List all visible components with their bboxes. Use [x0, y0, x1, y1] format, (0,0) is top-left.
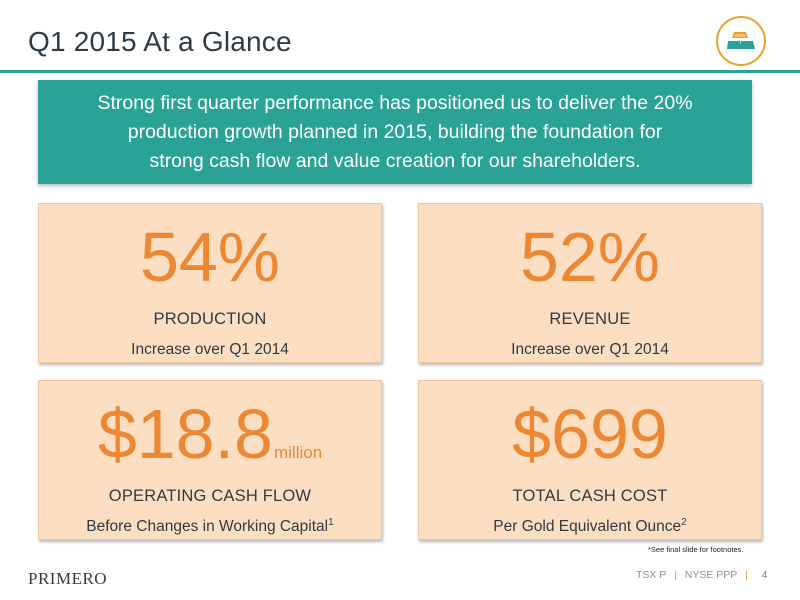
primero-logo: PRIMERO	[28, 565, 107, 589]
stock-ticker: TSX P | NYSE PPP | 4	[636, 569, 768, 581]
footnote-marker: 1	[328, 516, 334, 528]
operating-cash-flow-card: $18.8million OPERATING CASH FLOW Before …	[38, 380, 382, 540]
revenue-value-number: 52%	[519, 218, 661, 296]
page-number: 4	[761, 569, 768, 581]
operating-cash-flow-value-number: $18.8	[97, 395, 273, 473]
nyse-label: NYSE	[684, 569, 714, 581]
total-cash-cost-label: TOTAL CASH COST	[512, 487, 668, 505]
total-cash-cost-value: $699	[419, 397, 761, 471]
footnote-marker: 2	[681, 516, 687, 528]
gold-bars-icon	[716, 16, 766, 66]
operating-cash-flow-value: $18.8million	[39, 397, 381, 471]
total-cash-cost-value-number: $699	[512, 395, 668, 473]
nyse-symbol: PPP	[716, 569, 738, 581]
ticker-separator: |	[745, 569, 748, 581]
tsx-label: TSX	[636, 569, 657, 581]
page-title: Q1 2015 At a Glance	[28, 26, 292, 57]
ticker-separator: |	[674, 569, 677, 581]
summary-banner-text: Strong first quarter performance has pos…	[97, 91, 693, 172]
primero-logo-text: PRIMERO	[28, 569, 108, 588]
production-value: 54%	[39, 220, 381, 294]
total-cash-cost-card: $699 TOTAL CASH COST Per Gold Equivalent…	[418, 380, 762, 540]
title-divider	[0, 70, 800, 73]
revenue-value: 52%	[419, 220, 761, 294]
gold-bars-glyph	[727, 32, 755, 49]
tsx-symbol: P	[659, 569, 667, 581]
production-card: 54% PRODUCTION Increase over Q1 2014	[38, 203, 382, 363]
summary-banner: Strong first quarter performance has pos…	[38, 80, 752, 184]
revenue-subtitle: Increase over Q1 2014	[511, 341, 669, 358]
operating-cash-flow-label: OPERATING CASH FLOW	[108, 487, 312, 505]
production-label: PRODUCTION	[153, 310, 267, 328]
footnote-note: *See final slide for footnotes.	[648, 545, 744, 554]
production-subtitle: Increase over Q1 2014	[131, 341, 289, 358]
operating-cash-flow-subtitle-text: Before Changes in Working Capital	[86, 518, 329, 535]
operating-cash-flow-subtitle: Before Changes in Working Capital1	[39, 517, 381, 537]
production-value-number: 54%	[139, 218, 281, 296]
total-cash-cost-subtitle-text: Per Gold Equivalent Ounce	[493, 518, 682, 535]
revenue-card: 52% REVENUE Increase over Q1 2014	[418, 203, 762, 363]
total-cash-cost-subtitle: Per Gold Equivalent Ounce2	[419, 517, 761, 537]
revenue-label: REVENUE	[549, 310, 631, 328]
operating-cash-flow-unit: million	[273, 443, 323, 462]
